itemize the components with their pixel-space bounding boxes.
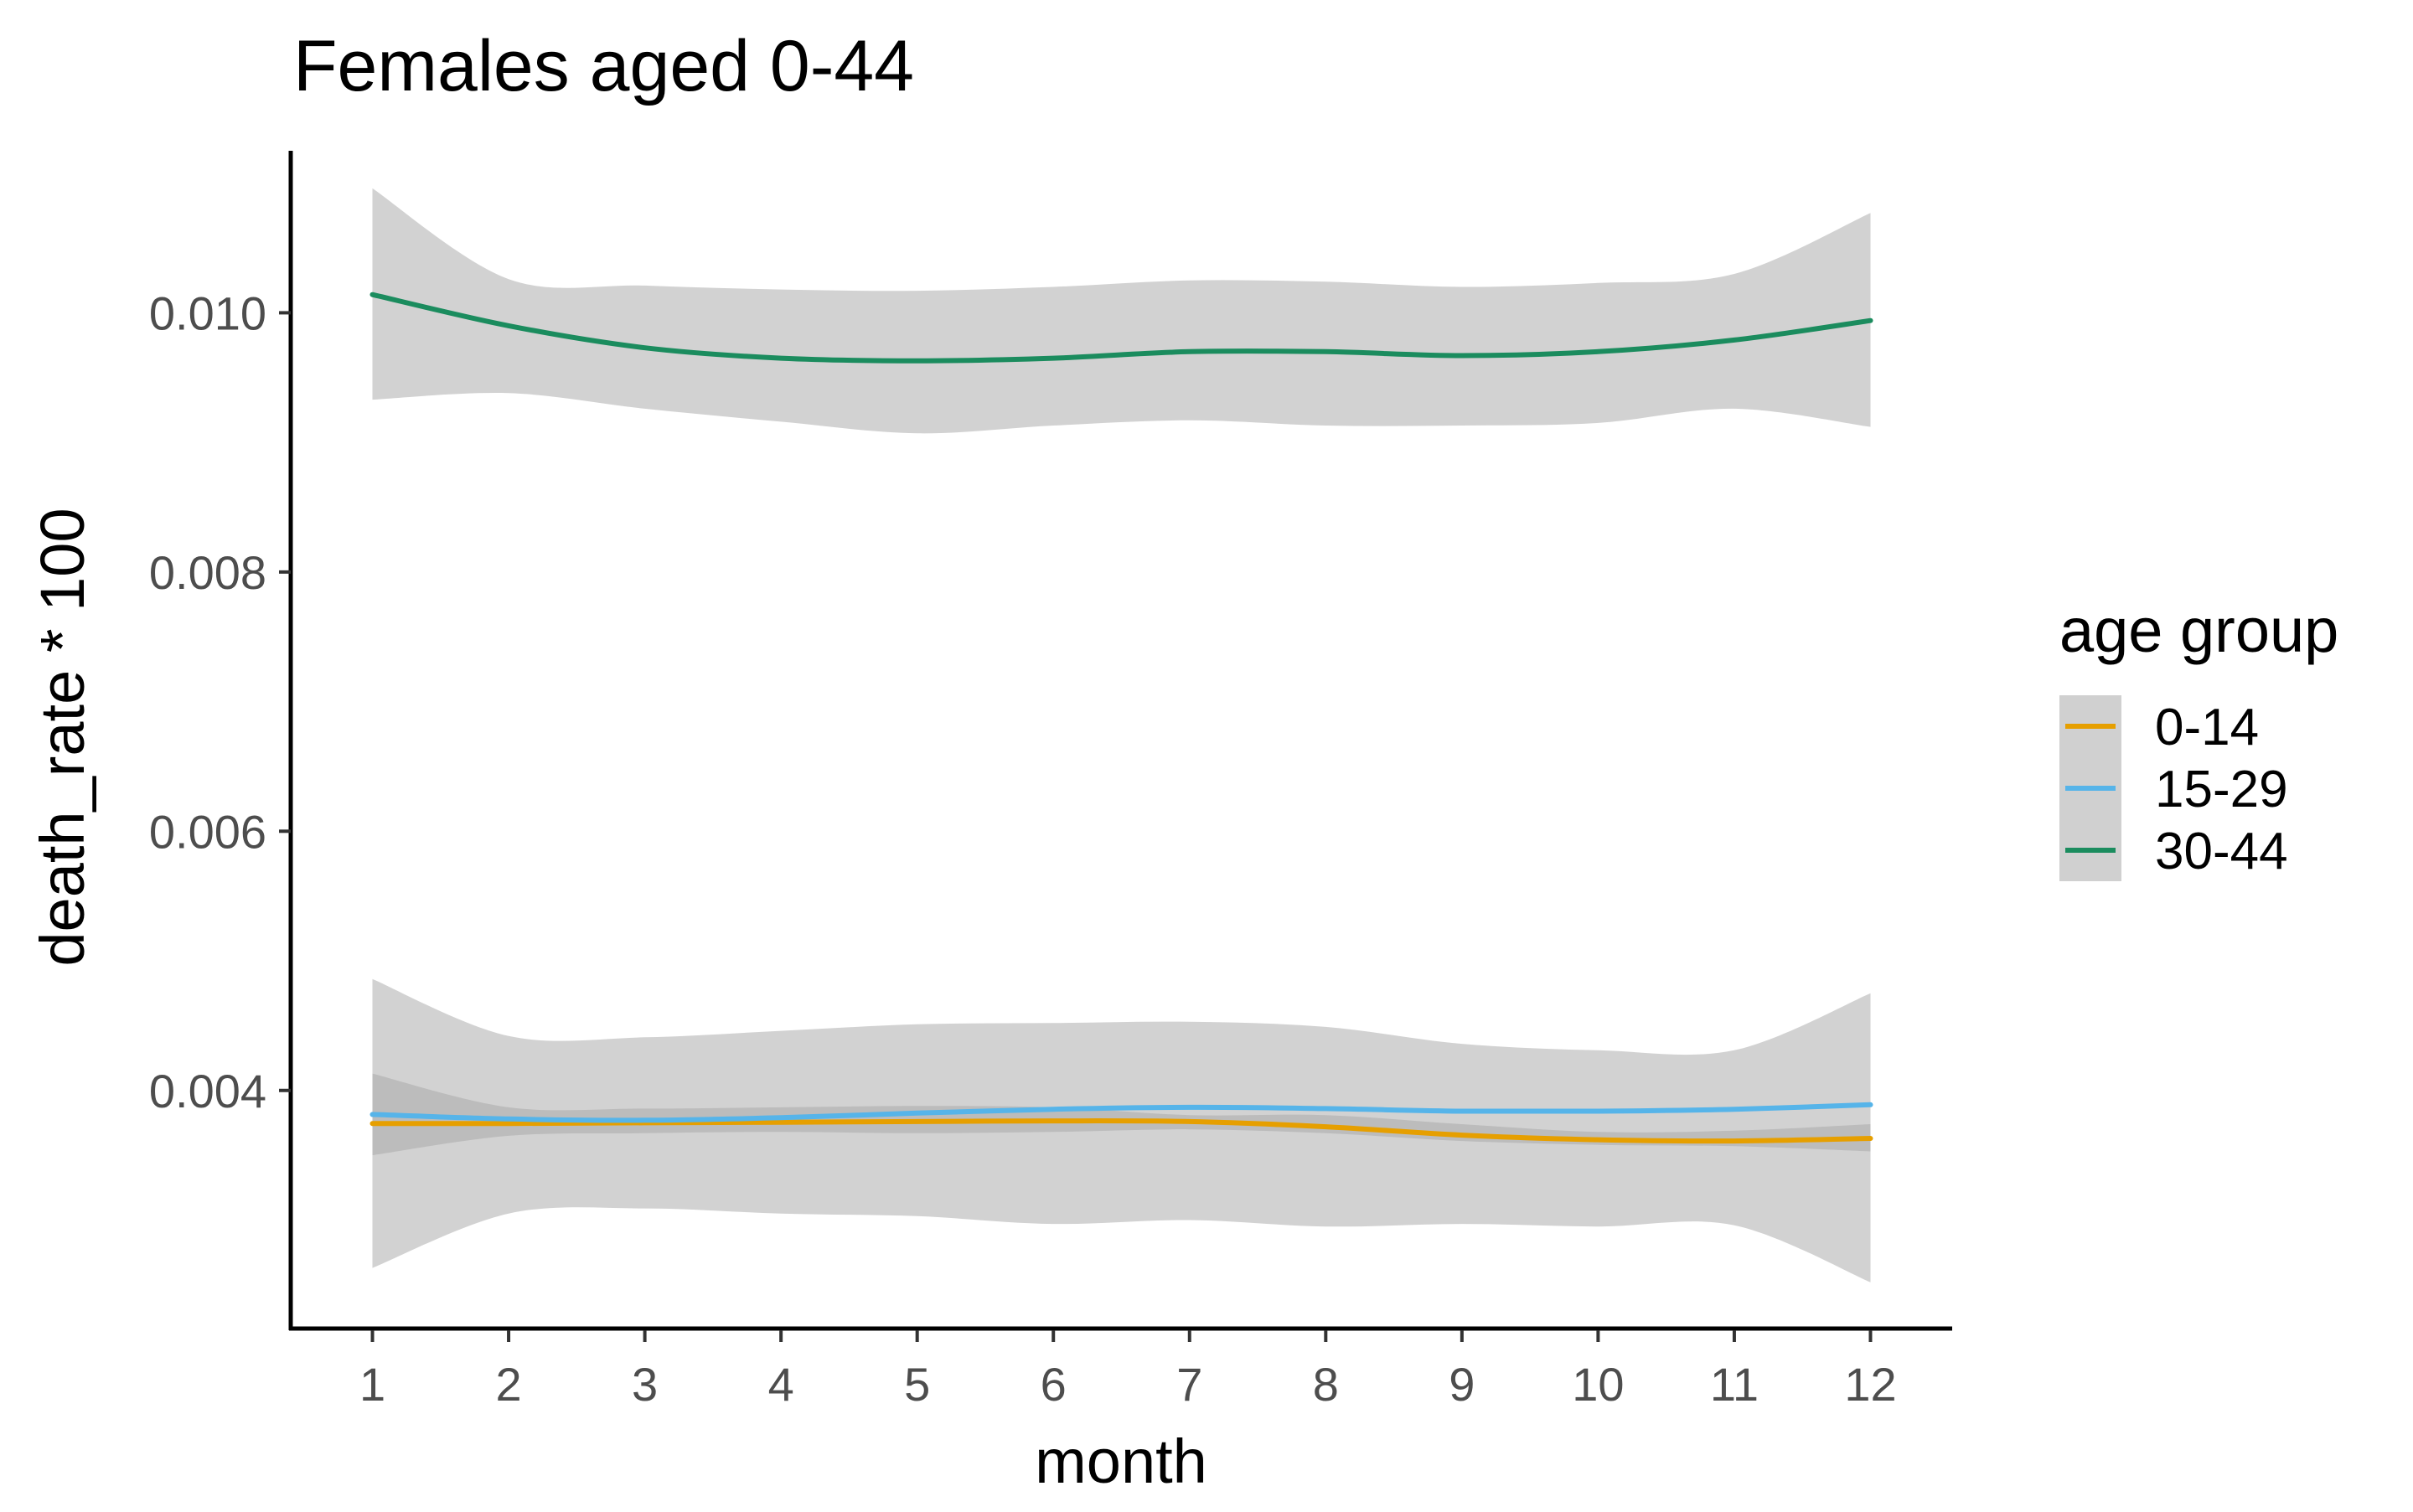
x-tick-label: 2 — [495, 1358, 521, 1411]
x-tick-label: 9 — [1449, 1358, 1475, 1411]
series-line-15-29 — [369, 1102, 1873, 1123]
x-tick-label: 3 — [632, 1358, 658, 1411]
x-tick-label: 12 — [1844, 1358, 1896, 1411]
legend-label-30-44: 30-44 — [2155, 823, 2288, 880]
y-tick-label: 0.010 — [149, 286, 266, 339]
y-axis-ticks: 0.004 0.006 0.008 0.010 — [149, 286, 291, 1117]
x-axis-ticks: 1 2 3 4 5 6 7 8 9 10 11 12 — [359, 1330, 1897, 1411]
x-axis-label: month — [1035, 1427, 1207, 1496]
x-tick-label: 11 — [1710, 1358, 1759, 1411]
y-tick-label: 0.008 — [149, 546, 266, 599]
x-tick-label: 7 — [1176, 1358, 1202, 1411]
x-tick-label: 4 — [768, 1358, 794, 1411]
y-tick-label: 0.004 — [149, 1065, 266, 1117]
series-line-0-14 — [369, 1118, 1873, 1144]
legend-label-0-14: 0-14 — [2155, 699, 2259, 756]
y-tick-label: 0.006 — [149, 805, 266, 858]
x-tick-label: 10 — [1572, 1358, 1624, 1411]
confidence-band-30-44 — [372, 188, 1871, 434]
x-tick-label: 8 — [1313, 1358, 1339, 1411]
legend-title: age group — [2059, 596, 2338, 665]
confidence-band-15-29 — [372, 978, 1871, 1282]
x-tick-label: 5 — [904, 1358, 930, 1411]
x-tick-label: 1 — [359, 1358, 385, 1411]
x-tick-label: 6 — [1041, 1358, 1067, 1411]
series-lines — [369, 292, 1873, 1144]
y-axis-label: death_rate * 100 — [28, 508, 97, 966]
series-line-30-44 — [369, 292, 1873, 364]
legend-label-15-29: 15-29 — [2155, 761, 2288, 818]
chart-title: Females aged 0-44 — [293, 26, 914, 106]
